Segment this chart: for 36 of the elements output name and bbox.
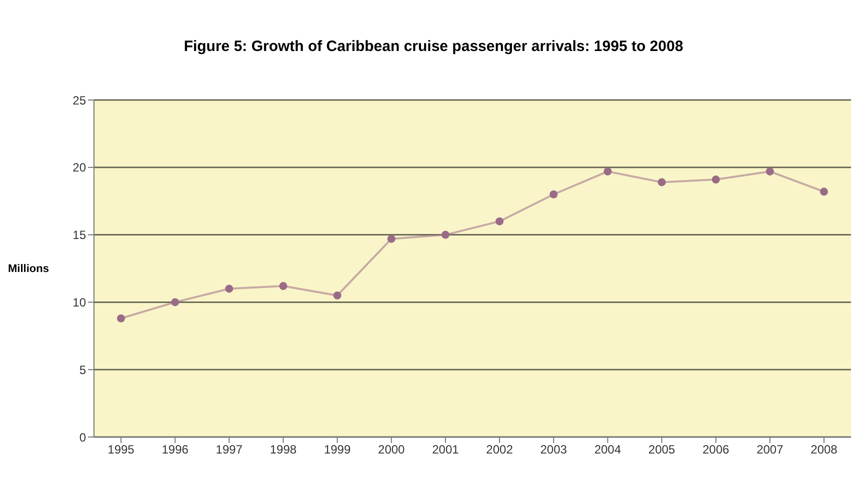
point xyxy=(117,314,125,322)
point xyxy=(387,234,396,243)
point xyxy=(604,167,612,176)
x-tick-label: 1998 xyxy=(270,442,297,457)
x-tick-label: 1999 xyxy=(324,442,351,457)
chart-title: Figure 5: Growth of Caribbean cruise passenger arrivals: 1995 to 2008 xyxy=(182,38,684,55)
point xyxy=(333,291,342,300)
x-tick-label: 2000 xyxy=(378,442,406,457)
y-tick-label: 10 xyxy=(72,295,86,310)
x-tick-label: 2006 xyxy=(702,442,730,457)
x-tick-label: 2004 xyxy=(594,442,622,457)
y-tick-label: 15 xyxy=(72,228,86,242)
point xyxy=(550,190,558,198)
x-tick-label: 2003 xyxy=(540,442,568,457)
y-tick-label: 5 xyxy=(79,362,86,377)
x-tick-label: 1997 xyxy=(216,442,243,457)
x-tick-label: 1996 xyxy=(162,442,189,457)
y-tick-label: 25 xyxy=(72,93,86,108)
x-tick-label: 2002 xyxy=(486,442,514,457)
y-tick-label: 0 xyxy=(79,430,86,444)
y-tick-label: 20 xyxy=(72,160,86,175)
point xyxy=(712,176,720,184)
x-tick-label: 2001 xyxy=(432,442,460,457)
x-tick-label: 2005 xyxy=(648,442,676,457)
x-tick-label: 2008 xyxy=(810,442,838,457)
point xyxy=(441,230,450,239)
point xyxy=(171,298,180,306)
point xyxy=(225,284,234,293)
point xyxy=(820,188,828,196)
x-tick-label: 2007 xyxy=(756,442,784,457)
point xyxy=(496,217,504,226)
point xyxy=(658,178,666,186)
point xyxy=(279,282,288,290)
point xyxy=(766,167,774,176)
x-tick-label: 1995 xyxy=(108,442,135,457)
y-axis-title: Millions xyxy=(8,263,49,275)
